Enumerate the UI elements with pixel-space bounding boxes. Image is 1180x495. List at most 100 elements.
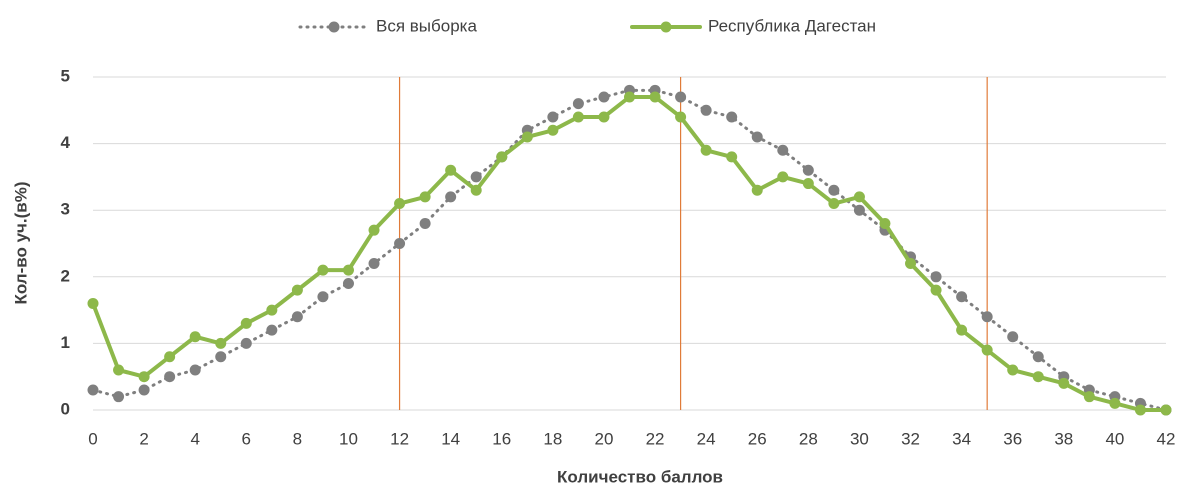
data-point: [87, 297, 99, 309]
y-tick-label: 1: [61, 333, 70, 352]
data-point: [1058, 377, 1070, 389]
data-point: [879, 218, 891, 230]
data-point: [215, 351, 227, 363]
x-tick-label: 24: [697, 429, 716, 448]
legend-label: Вся выборка: [376, 16, 477, 35]
x-tick-label: 32: [901, 429, 920, 448]
x-tick-label: 6: [242, 429, 251, 448]
data-point: [342, 277, 354, 289]
data-point: [598, 91, 610, 103]
data-point: [368, 257, 380, 269]
data-point: [777, 171, 789, 183]
data-point: [598, 111, 610, 123]
x-tick-label: 20: [594, 429, 613, 448]
data-point: [751, 184, 763, 196]
data-point: [777, 144, 789, 156]
data-point: [930, 271, 942, 283]
data-point: [138, 384, 150, 396]
x-tick-label: 34: [952, 429, 971, 448]
data-point: [1160, 404, 1172, 416]
data-point: [547, 124, 559, 136]
x-tick-label: 4: [190, 429, 199, 448]
data-point: [521, 131, 533, 143]
data-point: [291, 284, 303, 296]
data-point: [113, 391, 125, 403]
data-point: [189, 364, 201, 376]
data-point: [189, 331, 201, 343]
data-point: [828, 184, 840, 196]
data-point: [675, 91, 687, 103]
x-tick-label: 8: [293, 429, 302, 448]
data-point: [700, 104, 712, 116]
data-point: [905, 257, 917, 269]
y-tick-label: 0: [61, 399, 70, 418]
data-point: [113, 364, 125, 376]
data-point: [1032, 371, 1044, 383]
data-point: [1109, 397, 1121, 409]
data-point: [445, 191, 457, 203]
data-point: [853, 191, 865, 203]
x-tick-label: 38: [1054, 429, 1073, 448]
data-point: [956, 291, 968, 303]
data-point: [624, 91, 635, 103]
data-point: [572, 98, 584, 110]
data-point: [700, 144, 712, 156]
data-point: [266, 324, 278, 336]
data-point: [981, 311, 993, 323]
x-tick-label: 10: [339, 429, 358, 448]
data-point: [1032, 351, 1044, 363]
data-point: [675, 111, 687, 123]
y-tick-label: 3: [61, 200, 70, 219]
data-point: [394, 238, 406, 249]
data-point: [419, 191, 431, 203]
data-point: [470, 171, 482, 183]
legend-marker: [328, 21, 340, 33]
data-point: [1083, 391, 1095, 403]
y-axis-title: Кол-во уч.(в%): [11, 181, 30, 304]
x-tick-label: 26: [748, 429, 767, 448]
legend-label: Республика Дагестан: [708, 16, 876, 35]
data-point: [87, 384, 99, 396]
data-point: [215, 337, 227, 349]
data-point: [164, 371, 176, 383]
data-point: [240, 337, 252, 349]
data-point: [828, 198, 840, 210]
x-axis-title: Количество баллов: [557, 467, 723, 486]
data-point: [1007, 364, 1019, 376]
data-point: [547, 111, 559, 123]
x-tick-label: 12: [390, 429, 409, 448]
data-point: [1134, 404, 1146, 416]
data-point: [470, 184, 482, 196]
data-point: [138, 371, 150, 383]
data-point: [853, 204, 865, 216]
data-point: [317, 264, 329, 276]
x-tick-label: 30: [850, 429, 869, 448]
y-tick-label: 2: [61, 266, 70, 285]
data-point: [930, 284, 942, 296]
data-point: [649, 91, 661, 103]
x-tick-label: 28: [799, 429, 818, 448]
x-tick-label: 0: [88, 429, 97, 448]
data-point: [751, 131, 763, 143]
data-point: [981, 344, 993, 356]
data-point: [726, 111, 738, 123]
x-tick-label: 16: [492, 429, 511, 448]
data-point: [572, 111, 584, 123]
data-point: [240, 317, 252, 329]
data-point: [266, 304, 278, 316]
x-tick-label: 14: [441, 429, 460, 448]
y-tick-label: 4: [61, 133, 71, 152]
y-tick-label: 5: [61, 66, 70, 85]
data-point: [445, 164, 457, 176]
data-point: [419, 218, 431, 230]
x-tick-label: 40: [1105, 429, 1124, 448]
x-tick-label: 18: [543, 429, 562, 448]
data-point: [802, 164, 814, 176]
data-point: [164, 351, 176, 363]
x-tick-label: 22: [646, 429, 665, 448]
x-tick-label: 42: [1157, 429, 1176, 448]
data-point: [317, 291, 329, 303]
x-tick-label: 2: [139, 429, 148, 448]
data-point: [291, 311, 303, 323]
